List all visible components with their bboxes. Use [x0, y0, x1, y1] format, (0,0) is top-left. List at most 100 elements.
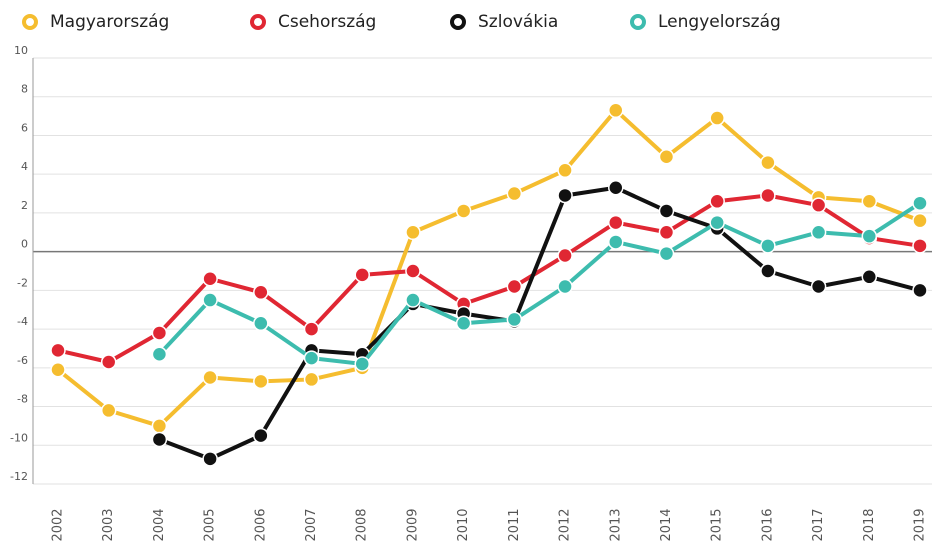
y-tick-label: -12: [10, 470, 28, 483]
y-tick-label: 2: [21, 199, 28, 212]
data-point: [912, 195, 928, 211]
data-point: [202, 369, 218, 386]
data-point: [100, 354, 117, 370]
y-tick-label: 0: [21, 238, 28, 251]
x-tick-label: 2014: [659, 508, 674, 541]
y-tick-label: 10: [14, 44, 28, 57]
y-tick-label: 6: [21, 121, 28, 134]
data-point: [253, 427, 269, 444]
legend-label: Magyarország: [50, 12, 169, 32]
y-tick-label: -10: [10, 431, 28, 444]
data-point: [760, 154, 776, 171]
data-point: [658, 245, 675, 262]
legend-marker: [450, 14, 466, 30]
data-point: [506, 311, 523, 328]
data-point: [506, 185, 523, 202]
data-point: [608, 214, 624, 231]
x-tick-label: 2015: [710, 508, 725, 541]
x-tick-label: 2016: [760, 508, 775, 541]
y-tick-label: -8: [17, 393, 28, 406]
data-point: [608, 179, 624, 196]
y-tick-label: -4: [17, 315, 28, 328]
data-point: [202, 270, 218, 287]
legend-marker: [630, 14, 646, 30]
x-tick-label: 2002: [51, 508, 66, 541]
series-line: [56, 108, 921, 428]
data-point: [658, 224, 675, 241]
data-point: [303, 371, 320, 388]
data-point: [557, 162, 573, 179]
data-point: [760, 187, 776, 204]
data-point: [253, 315, 269, 332]
data-point: [303, 321, 320, 337]
data-point: [253, 373, 269, 390]
data-point: [253, 284, 269, 301]
data-point: [912, 282, 928, 299]
series-line: [57, 193, 921, 365]
legend-label: Lengyelország: [658, 12, 781, 32]
x-tick-label: 2005: [203, 508, 218, 541]
data-point: [455, 315, 472, 332]
data-point: [303, 350, 320, 366]
data-point: [810, 197, 827, 213]
y-tick-label: -2: [17, 276, 28, 289]
data-point: [202, 292, 218, 308]
data-point: [354, 356, 370, 372]
y-tick-label: -6: [17, 354, 28, 367]
data-point: [608, 234, 624, 250]
data-point: [709, 193, 725, 210]
data-point: [709, 110, 725, 126]
data-point: [557, 278, 573, 295]
x-tick-label: 2004: [152, 508, 167, 541]
data-point: [810, 224, 827, 241]
data-point: [151, 346, 168, 363]
x-tick-label: 2013: [608, 508, 623, 541]
x-tick-label: 2011: [507, 508, 522, 541]
data-point: [861, 269, 878, 285]
x-tick-label: 2018: [862, 508, 877, 541]
data-point: [760, 238, 776, 254]
x-tick-label: 2003: [101, 508, 116, 541]
x-tick-label: 2008: [355, 508, 370, 541]
data-point: [658, 203, 675, 219]
data-point: [50, 342, 66, 359]
data-point: [709, 214, 725, 231]
x-tick-label: 2009: [405, 508, 420, 541]
data-point: [506, 278, 523, 295]
data-point: [912, 238, 928, 254]
y-tick-label: 8: [21, 83, 28, 96]
data-point: [405, 292, 421, 308]
x-tick-label: 2017: [811, 508, 826, 541]
data-point: [151, 431, 168, 448]
data-point: [810, 278, 827, 295]
data-point: [608, 102, 624, 119]
x-tick-label: 2012: [558, 508, 573, 541]
data-point: [202, 451, 218, 467]
legend-marker: [22, 14, 38, 30]
x-tick-label: 2007: [304, 508, 319, 541]
data-point: [405, 263, 421, 279]
legend-label: Szlovákia: [478, 12, 558, 32]
data-point: [658, 149, 675, 165]
legend-marker: [250, 14, 266, 30]
x-tick-label: 2006: [253, 508, 268, 541]
series-line: [157, 201, 922, 366]
x-tick-label: 2019: [913, 508, 928, 541]
data-point: [151, 325, 168, 341]
data-point: [861, 228, 878, 244]
data-point: [455, 203, 472, 219]
data-point: [151, 418, 168, 434]
data-point: [405, 224, 421, 241]
data-point: [557, 187, 573, 204]
data-point: [861, 193, 878, 210]
y-tick-label: 4: [21, 160, 28, 173]
data-point: [354, 267, 370, 283]
data-point: [557, 247, 573, 264]
data-point: [760, 263, 776, 279]
data-point: [50, 362, 66, 378]
x-tick-label: 2010: [456, 508, 471, 541]
data-point: [912, 212, 928, 229]
legend-label: Csehország: [278, 12, 376, 32]
data-point: [100, 402, 117, 419]
